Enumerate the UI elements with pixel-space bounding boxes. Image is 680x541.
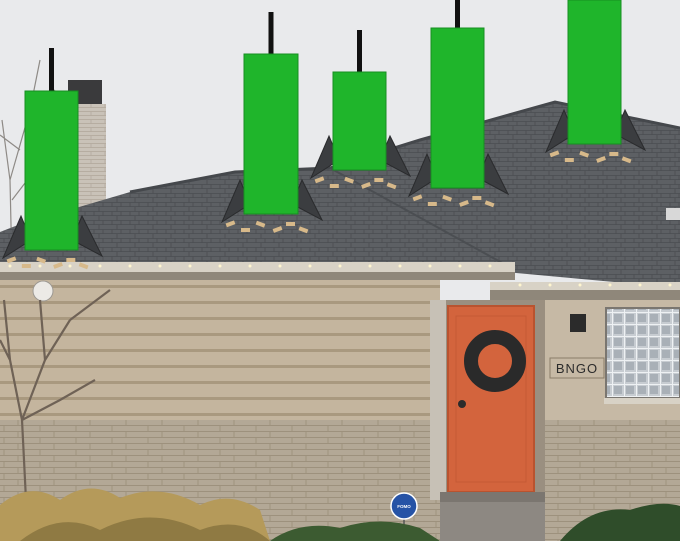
- candle-5-splinter: [621, 156, 632, 164]
- candle-1-splinter: [78, 262, 89, 270]
- siding-left: [0, 280, 440, 420]
- candle-5-splinter: [549, 150, 560, 158]
- glass-block-window: [605, 307, 680, 399]
- candle-4-splinter: [484, 200, 495, 208]
- shrub-middle: [270, 521, 440, 541]
- candle-3-splinter: [386, 182, 397, 190]
- candle-2-splinter: [272, 226, 283, 233]
- string-lights: [8, 264, 672, 287]
- yard-sign: [390, 492, 418, 520]
- lamp-globe: [32, 280, 54, 302]
- bare-tree-front: [0, 289, 111, 501]
- candle-3-splinter: [329, 184, 339, 188]
- candle-1-splinter: [21, 264, 31, 268]
- chimney: [78, 104, 106, 214]
- wreath: [464, 330, 526, 392]
- roof-valley: [329, 167, 516, 271]
- door-panel: [455, 315, 527, 483]
- candle-4-splinter: [459, 200, 469, 207]
- candle-1-splinter: [53, 262, 63, 269]
- candle-1-splinter: [66, 258, 76, 262]
- candles: [1, 0, 647, 270]
- candle-2-splinter: [241, 228, 250, 232]
- roof-main: [0, 102, 680, 288]
- house-sign: [549, 357, 605, 379]
- candle-1-splinter: [36, 256, 47, 264]
- door-step-top: [440, 492, 565, 502]
- entry-column: [430, 300, 446, 500]
- candle-4-splinter: [427, 202, 437, 206]
- candle-2-body: [243, 53, 299, 215]
- candle-4-splinter: [442, 194, 453, 202]
- wreath-inner: [484, 350, 506, 372]
- candle-3-splinter: [361, 182, 371, 189]
- candle-5-splinter: [564, 158, 574, 162]
- candle-1-body: [24, 90, 79, 251]
- candle-5-body: [567, 0, 622, 145]
- window-sill: [604, 398, 680, 404]
- candle-2-splinter: [286, 222, 295, 226]
- soffit-right: [490, 290, 680, 300]
- candle-3-splinter: [344, 176, 355, 184]
- candle-2-splinter: [225, 220, 236, 228]
- door-knob[interactable]: [458, 400, 466, 408]
- yard-sign-text: FOMO: [397, 504, 411, 509]
- candle-3-body: [332, 71, 387, 171]
- candle-3-splinter: [374, 178, 384, 182]
- gutter-right: [490, 282, 680, 290]
- shrub-right: [560, 503, 680, 541]
- soffit: [0, 272, 515, 280]
- candle-5-splinter: [596, 156, 606, 163]
- candle-5-splinter: [579, 150, 590, 158]
- candle-4-splinter: [472, 196, 482, 200]
- candle-1-splinter: [6, 256, 17, 264]
- candle-4-splinter: [412, 194, 423, 202]
- porch-light: [570, 314, 586, 332]
- roof-vent: [666, 208, 680, 220]
- house-sign-text: BNGO: [556, 361, 598, 376]
- candle-3-splinter: [314, 176, 325, 184]
- grass-left-dark: [20, 517, 270, 541]
- candle-2-splinter: [255, 220, 266, 228]
- candle-4-body: [430, 27, 485, 189]
- candle-2-splinter: [298, 226, 309, 234]
- gutter-left: [0, 262, 515, 272]
- candle-5-splinter: [609, 152, 619, 156]
